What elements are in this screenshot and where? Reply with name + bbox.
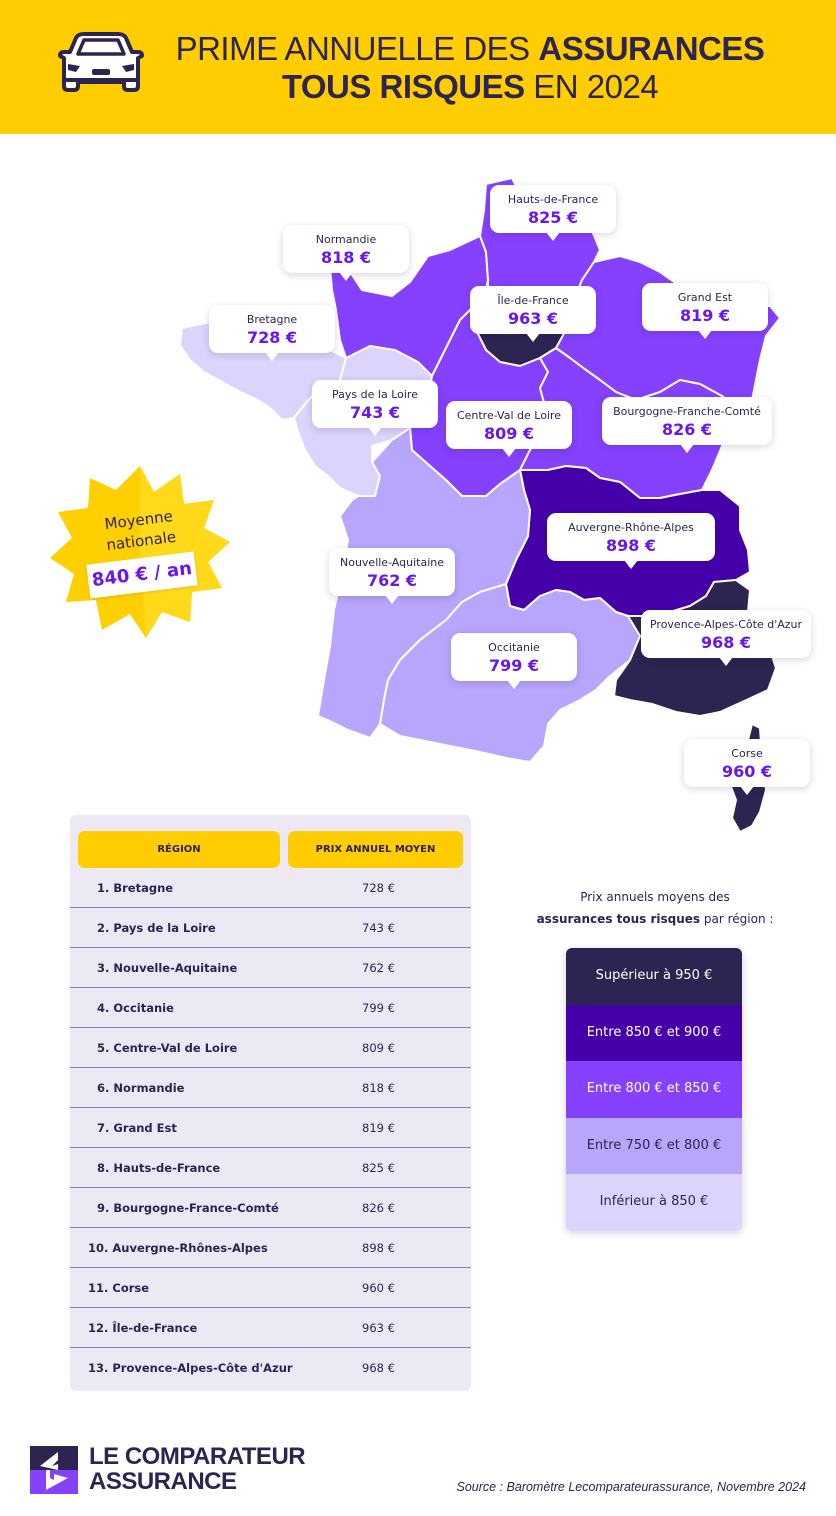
map-label-centre-val-de-loire: Centre-Val de Loire 809 €	[446, 401, 572, 457]
table-row: 11. Corse 960 €	[70, 1268, 471, 1308]
map-label-ile-de-france: Île-de-France 963 €	[470, 286, 596, 342]
map-label-hauts-de-france: Hauts-de-France 825 €	[490, 185, 616, 241]
map-label-pays-de-la-loire: Pays de la Loire 743 €	[312, 380, 438, 436]
map-label-occitanie: Occitanie 799 €	[451, 633, 577, 689]
table-row: 7. Grand Est 819 €	[70, 1108, 471, 1148]
table-row: 3. Nouvelle-Aquitaine 762 €	[70, 948, 471, 988]
header-banner: PRIME ANNUELLE DES ASSURANCES TOUS RISQU…	[0, 0, 836, 134]
map-label-bourgogne-franche-comte: Bourgogne-Franche-Comté 826 €	[602, 397, 772, 453]
map-label-corse: Corse 960 €	[684, 739, 810, 795]
table-row: 13. Provence-Alpes-Côte d'Azur 968 €	[88, 1361, 395, 1375]
source-note: Source : Baromètre Lecomparateurassuranc…	[456, 1480, 807, 1494]
brand-logo: LE COMPARATEUR ASSURANCE	[30, 1444, 330, 1496]
car-icon	[58, 32, 144, 92]
map-label-auvergne-rhone-alpes: Auvergne-Rhône-Alpes 898 €	[547, 513, 715, 569]
column-header-region: RÉGION	[78, 831, 280, 868]
legend-item: Supérieur à 950 €	[566, 948, 742, 1005]
table-row: 1. Bretagne 728 €	[70, 868, 471, 908]
page-title: PRIME ANNUELLE DES ASSURANCES TOUS RISQU…	[175, 30, 765, 105]
map-label-paca: Provence-Alpes-Côte d'Azur 968 €	[641, 610, 811, 666]
table-row: 12. Île-de-France 963 €	[70, 1308, 471, 1348]
table-row: 6. Normandie 818 €	[70, 1068, 471, 1108]
table-row: 4. Occitanie 799 €	[70, 988, 471, 1028]
table-row: 10. Auvergne-Rhônes-Alpes 898 €	[70, 1228, 471, 1268]
column-header-price: PRIX ANNUEL MOYEN	[288, 831, 463, 868]
map-label-normandie: Normandie 818 €	[283, 225, 409, 281]
logo-icon	[30, 1446, 78, 1494]
color-legend: Supérieur à 950 € Entre 850 € et 900 € E…	[566, 948, 742, 1231]
legend-item: Entre 750 € et 800 €	[566, 1117, 742, 1175]
legend-item: Entre 850 € et 900 €	[566, 1004, 742, 1062]
legend-item: Inférieur à 850 €	[566, 1174, 742, 1231]
national-average-badge: Moyenne nationale 840 € / an	[50, 462, 230, 642]
table-row: 8. Hauts-de-France 825 €	[70, 1148, 471, 1188]
table-row: 2. Pays de la Loire 743 €	[70, 908, 471, 948]
map-label-grand-est: Grand Est 819 €	[642, 283, 768, 339]
map-label-nouvelle-aquitaine: Nouvelle-Aquitaine 762 €	[329, 548, 455, 604]
map-label-bretagne: Bretagne 728 €	[209, 305, 335, 361]
legend-intro: Prix annuels moyens des assurances tous …	[536, 890, 774, 926]
table-row: 9. Bourgogne-France-Comté 826 €	[70, 1188, 471, 1228]
ranking-table: RÉGION PRIX ANNUEL MOYEN 1. Bretagne 728 …	[70, 815, 471, 1391]
table-row: 5. Centre-Val de Loire 809 €	[70, 1028, 471, 1068]
legend-item: Entre 800 € et 850 €	[566, 1061, 742, 1118]
